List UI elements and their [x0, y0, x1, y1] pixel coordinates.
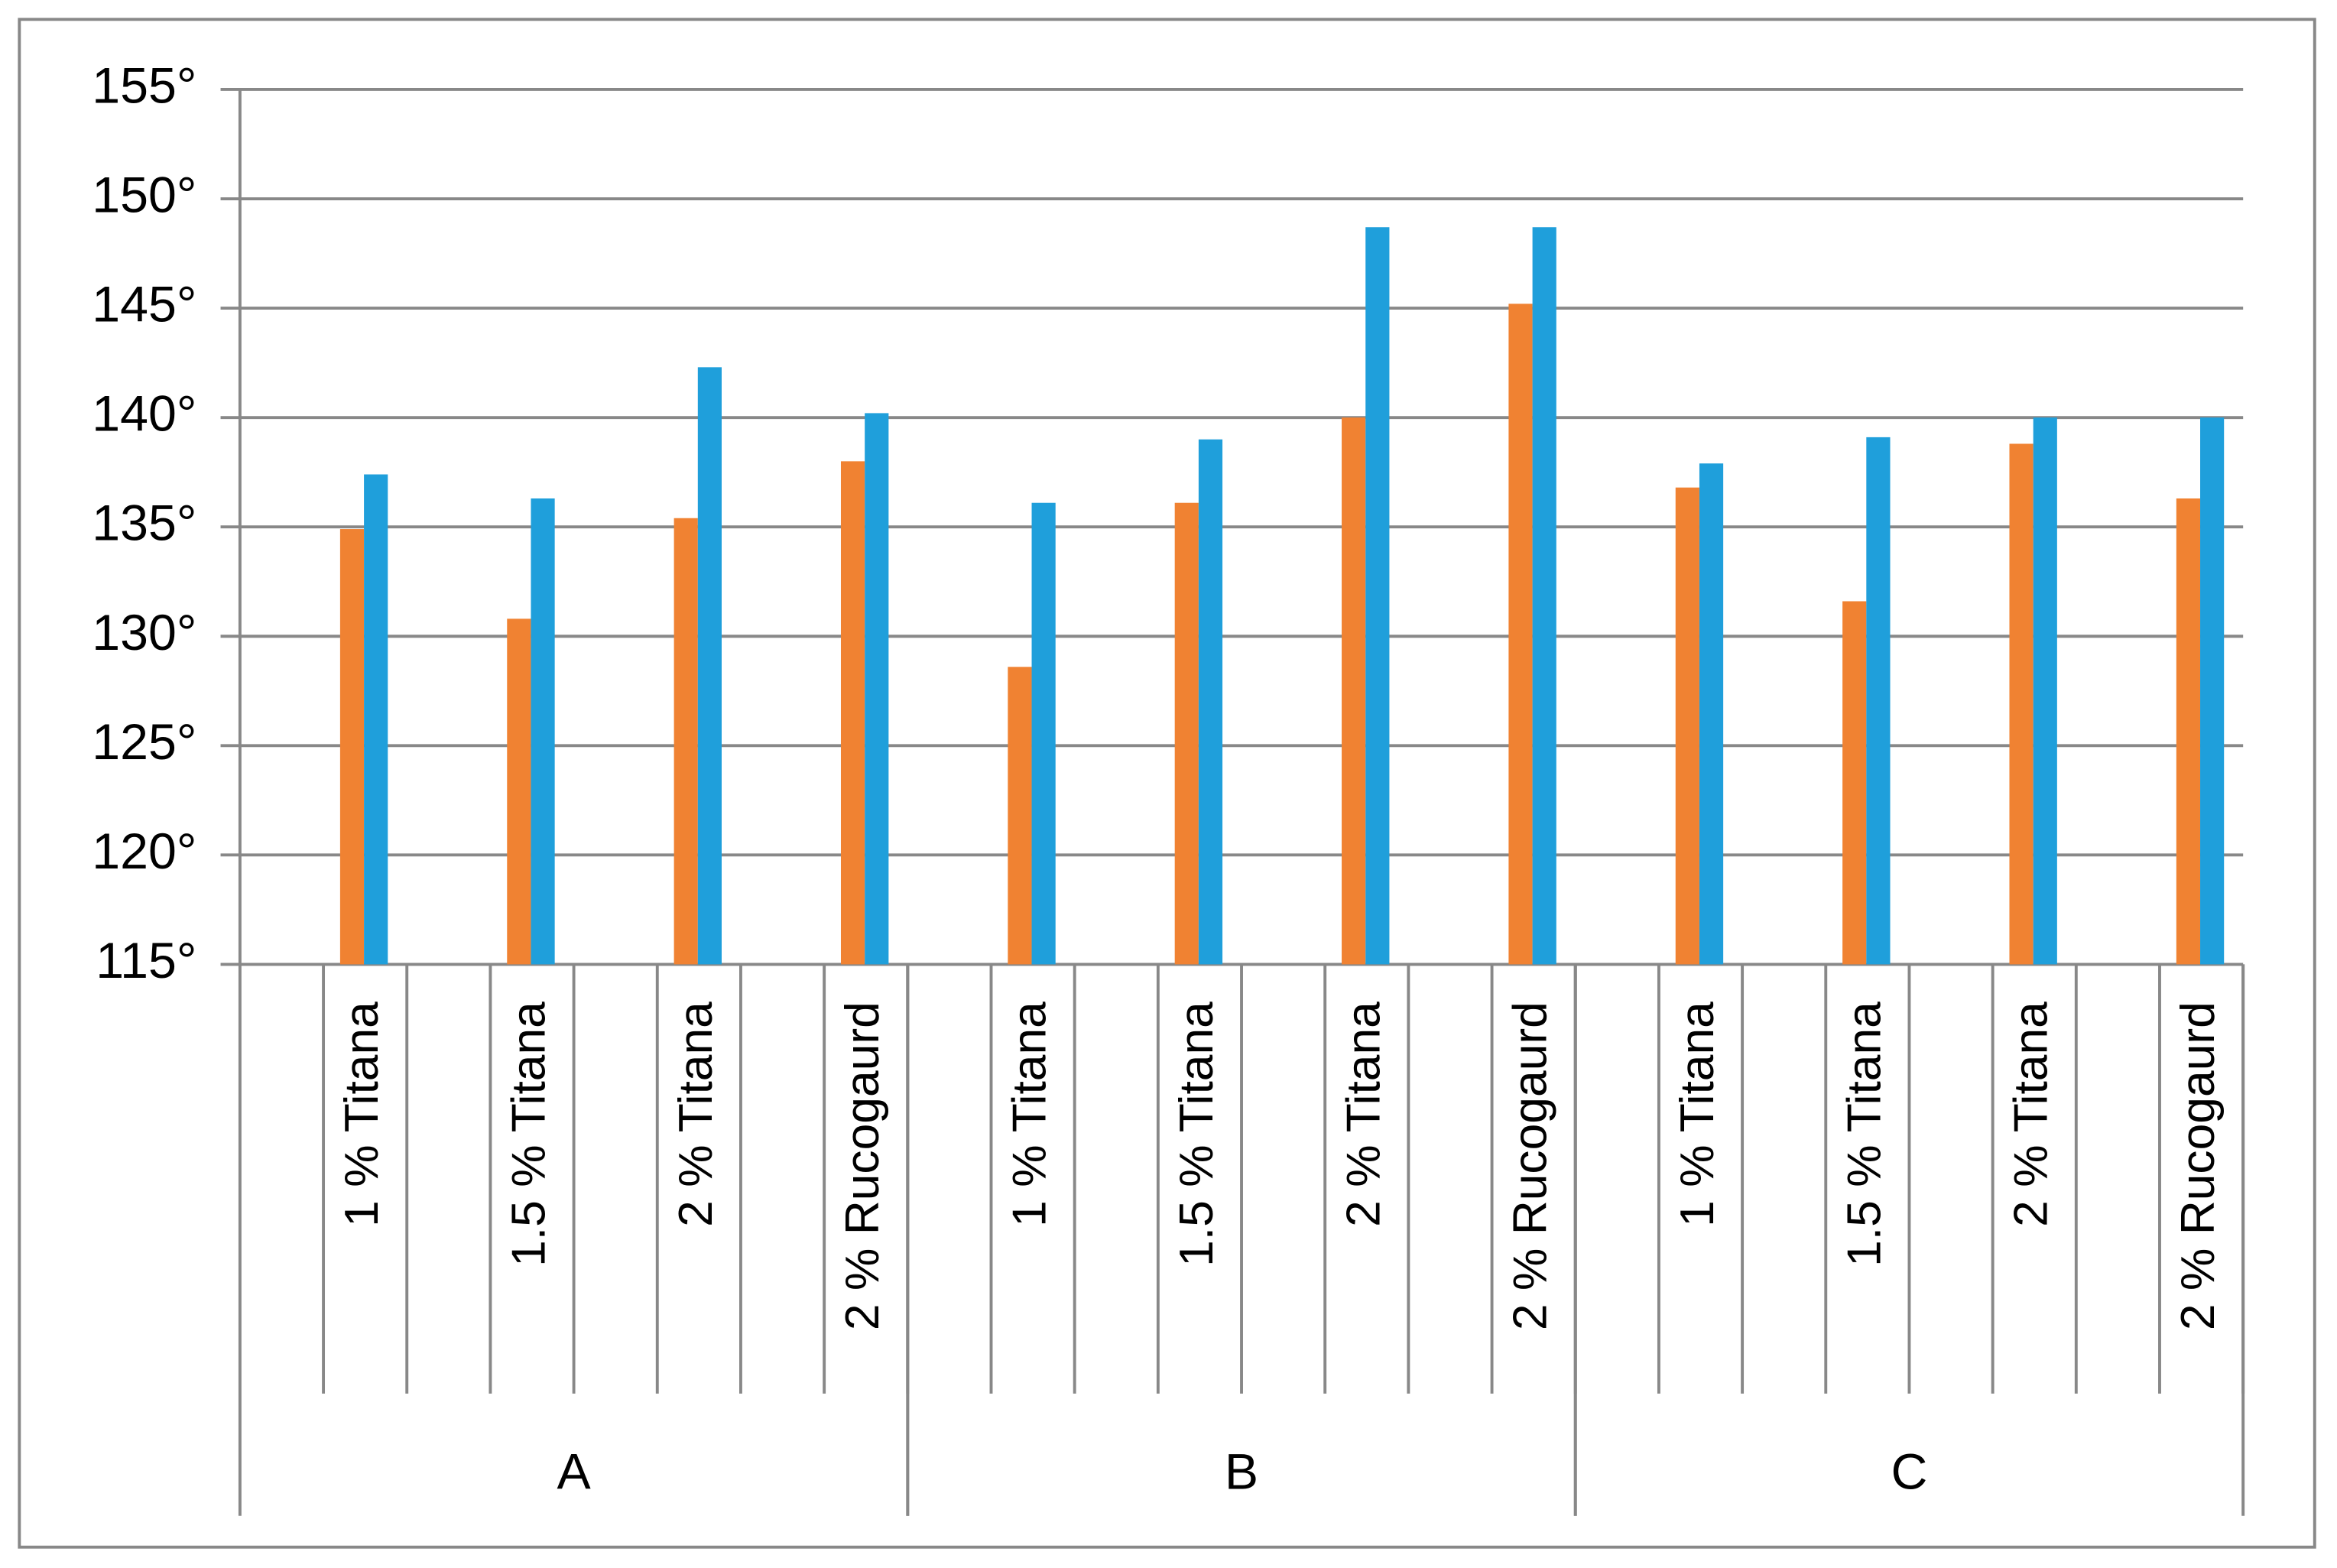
- bar: [1866, 437, 1891, 965]
- bar: [2009, 443, 2034, 965]
- bar: [1508, 304, 1533, 965]
- x-tick-label: 2 % Titana: [2005, 1002, 2058, 1227]
- chart-border: [18, 18, 2316, 1549]
- bar: [865, 413, 889, 965]
- bar: [2176, 498, 2201, 965]
- group-label: B: [1225, 1444, 1258, 1501]
- group-label: A: [557, 1444, 592, 1501]
- bar: [1842, 601, 1867, 965]
- group-label: C: [1891, 1444, 1928, 1501]
- bar: [1198, 439, 1223, 965]
- y-tick-label: 150°: [92, 167, 196, 224]
- bar: [840, 461, 865, 965]
- y-tick-label: 135°: [92, 495, 196, 552]
- bar: [1365, 227, 1390, 965]
- y-tick-label: 115°: [96, 933, 196, 989]
- bar: [1008, 667, 1032, 965]
- x-tick-label: 2 % Rucogaurd: [2172, 1002, 2225, 1330]
- x-tick-label: 1.5 % Titana: [1838, 1002, 1891, 1267]
- bar: [1532, 227, 1556, 965]
- bar: [674, 518, 698, 965]
- x-tick-label: 1 % Titana: [336, 1002, 388, 1227]
- bar: [1699, 463, 1724, 965]
- y-tick-label: 125°: [92, 714, 196, 771]
- x-tick-label: 2 % Rucogaurd: [1504, 1002, 1557, 1330]
- bar: [339, 529, 365, 965]
- y-tick-label: 120°: [92, 823, 196, 880]
- x-tick-label: 2 % Titana: [1337, 1002, 1390, 1227]
- x-tick-label: 2 % Rucogaurd: [836, 1002, 889, 1330]
- bar: [1342, 417, 1366, 965]
- y-tick-label: 130°: [92, 605, 196, 661]
- x-tick-label: 1 % Titana: [1004, 1002, 1057, 1227]
- bar: [2200, 417, 2225, 965]
- y-tick-label: 140°: [92, 386, 196, 443]
- x-tick-label: 1.5 % Titana: [502, 1002, 555, 1267]
- x-tick-label: 1.5 % Titana: [1170, 1002, 1223, 1267]
- x-tick-label: 2 % Titana: [670, 1002, 722, 1227]
- bar: [697, 367, 722, 965]
- y-tick-label: 145°: [92, 277, 196, 333]
- bar: [1174, 502, 1199, 965]
- bar: [364, 474, 388, 965]
- y-tick-label: 155°: [92, 57, 196, 114]
- bar: [507, 618, 531, 965]
- bar: [2033, 417, 2057, 965]
- bar: [1675, 487, 1699, 965]
- x-tick-label: 1 % Titana: [1671, 1002, 1724, 1227]
- bar: [1031, 502, 1056, 965]
- bar: [531, 498, 555, 965]
